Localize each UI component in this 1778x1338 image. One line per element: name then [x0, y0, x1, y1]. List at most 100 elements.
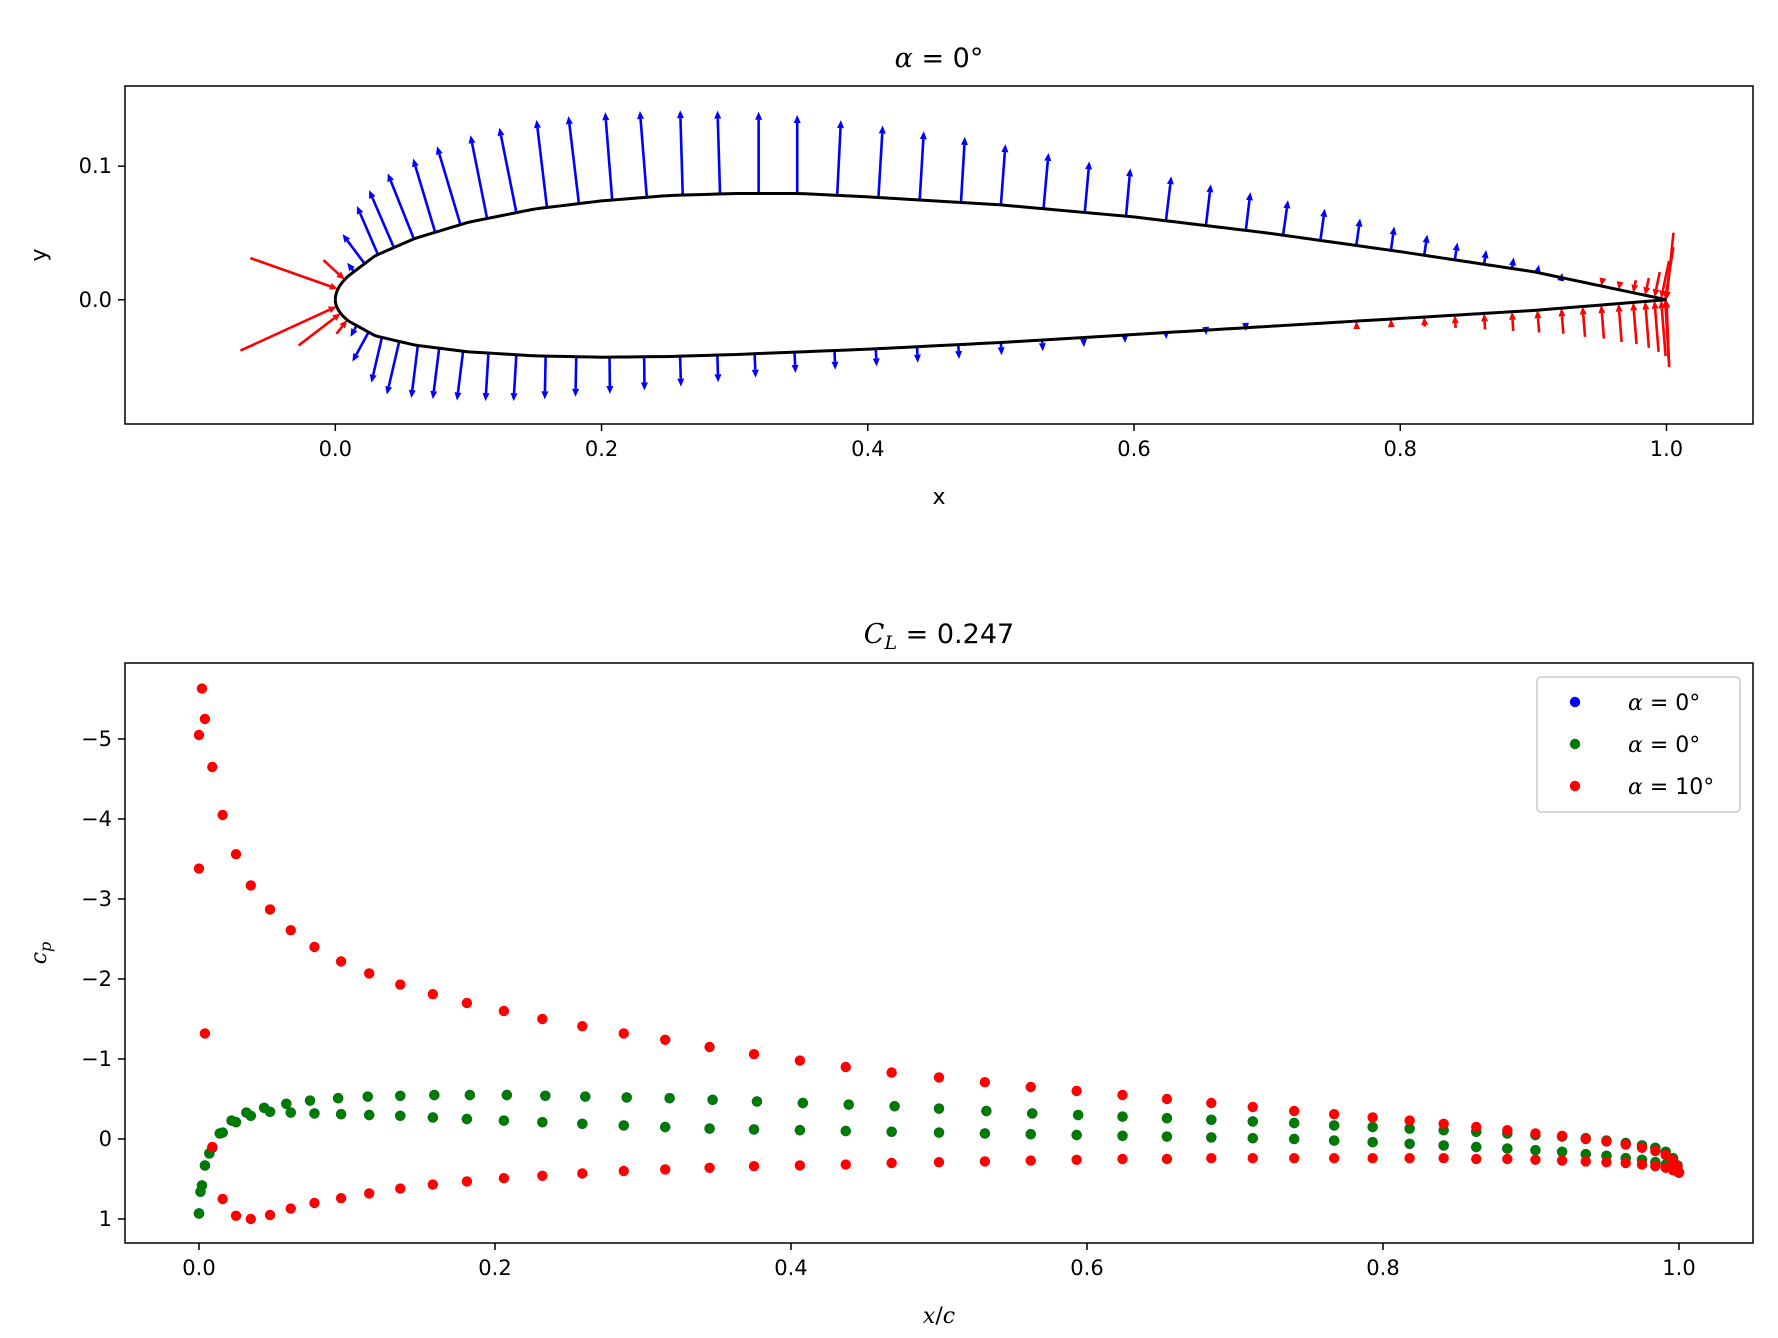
data-point [889, 1101, 900, 1112]
pressure-arrow [565, 116, 581, 204]
pressure-arrow [1651, 300, 1660, 352]
pressure-arrow [541, 356, 549, 400]
data-point [843, 1099, 854, 1110]
data-point [618, 1165, 629, 1177]
data-point [664, 1093, 675, 1104]
data-point [1161, 1153, 1173, 1165]
data-point [1206, 1153, 1217, 1164]
pressure-arrow [430, 348, 441, 400]
pressure-arrow [1534, 310, 1542, 333]
data-point [580, 1091, 591, 1102]
data-point [335, 1193, 347, 1204]
pressure-arrow [1615, 303, 1623, 343]
pressure-arrow [751, 353, 759, 378]
x-tick-label: 1.0 [1662, 1256, 1695, 1280]
top-plot-frame [124, 85, 1754, 425]
data-point [751, 1096, 763, 1107]
data-point [214, 1128, 225, 1139]
data-point [886, 1157, 897, 1169]
data-point [1025, 1129, 1036, 1140]
data-point [660, 1121, 671, 1133]
data-point [199, 713, 211, 725]
data-point [618, 1120, 629, 1131]
x-tick-label: 0.0 [182, 1256, 215, 1280]
pressure-arrow [335, 320, 348, 335]
data-point [537, 1117, 548, 1128]
pressure-arrow [1387, 319, 1395, 328]
legend-label: α = 10° [1628, 775, 1714, 800]
data-point [196, 1180, 208, 1191]
pressure-arrow [249, 256, 338, 290]
data-point [498, 1115, 510, 1126]
pressure-arrow [352, 331, 370, 362]
data-point [840, 1061, 851, 1073]
data-point [304, 1095, 316, 1106]
pressure-arrow [835, 120, 845, 196]
bottom-y-ticks: −5 −4 −3 −2 −1 0 1 [81, 727, 125, 1231]
x-tick-label: 0.8 [1384, 437, 1417, 461]
pressure-arrow [1164, 176, 1174, 221]
data-point [840, 1159, 851, 1170]
data-point [395, 1183, 406, 1194]
data-point [1636, 1142, 1648, 1154]
data-point [1530, 1128, 1541, 1139]
data-point [748, 1161, 760, 1172]
top-y-axis-label: y [27, 248, 52, 261]
data-point [1438, 1153, 1449, 1164]
data-point [395, 979, 406, 990]
pressure-arrow [1452, 242, 1460, 261]
data-point [1404, 1123, 1415, 1134]
pressure-arrow [385, 341, 401, 395]
pressure-arrow [1663, 232, 1675, 300]
data-point [1117, 1130, 1128, 1142]
data-point [461, 1176, 473, 1187]
pressure-arrow [1599, 277, 1607, 287]
data-point [1580, 1156, 1591, 1167]
data-point [199, 1160, 211, 1171]
pressure-arrow [872, 348, 880, 367]
data-point [427, 1179, 439, 1190]
pressure-arrow [637, 110, 649, 198]
pressure-arrow [1422, 234, 1430, 256]
top-x-axis-label: x [932, 485, 945, 510]
pressure-arrow [1083, 161, 1093, 213]
data-point [1071, 1129, 1082, 1141]
data-point [840, 1125, 851, 1137]
data-point [1025, 1155, 1036, 1166]
pressure-arrow [793, 114, 801, 194]
data-point [1071, 1085, 1082, 1097]
bottom-plot-frame [124, 662, 1754, 1244]
pressure-arrow [1421, 317, 1429, 327]
pressure-arrow [1042, 152, 1052, 209]
data-point [199, 1028, 211, 1039]
data-point [1660, 1149, 1671, 1161]
legend-marker [1569, 738, 1581, 750]
pressure-arrow [1630, 302, 1638, 345]
data-point [309, 941, 320, 953]
data-point [1025, 1081, 1036, 1093]
data-point [217, 1193, 228, 1205]
data-point [577, 1118, 588, 1130]
data-point [1027, 1108, 1038, 1119]
y-tick-label: −1 [81, 1047, 112, 1071]
legend: α = 0° α = 0° α = 10° [1536, 676, 1741, 813]
pressure-arrow [1631, 279, 1639, 293]
data-point [886, 1126, 897, 1138]
pressure-arrow [1281, 200, 1291, 236]
legend-label: α = 0° [1628, 691, 1700, 716]
pressure-arrow [955, 344, 963, 360]
data-point [794, 1125, 806, 1136]
data-point [704, 1123, 715, 1134]
data-point [427, 989, 439, 1000]
data-point [1438, 1118, 1449, 1130]
data-point [979, 1156, 991, 1167]
data-point [886, 1067, 897, 1078]
pressure-arrow [412, 158, 437, 233]
pressure-arrow [1652, 271, 1662, 298]
data-point [1247, 1116, 1258, 1127]
legend-marker [1569, 696, 1581, 708]
data-point [1601, 1136, 1612, 1147]
pressure-arrow [435, 146, 462, 226]
top-plot-title: α = 0° [895, 43, 984, 74]
data-point [748, 1124, 760, 1135]
